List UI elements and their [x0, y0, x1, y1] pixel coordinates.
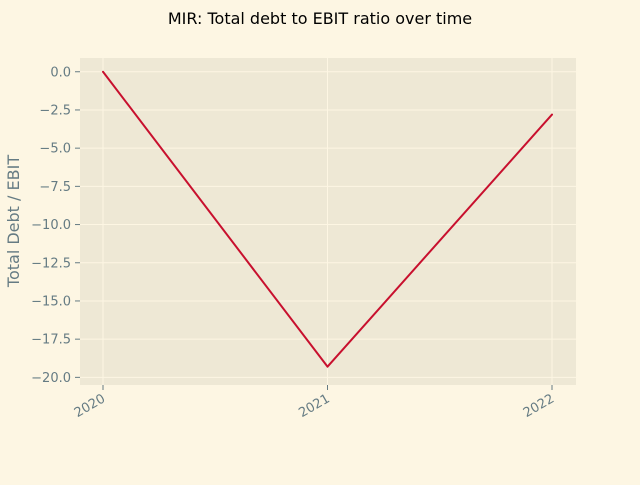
x-axis-ticks: 2020 2021 2022: [72, 385, 557, 421]
y-tick-label: −17.5: [31, 333, 71, 348]
y-tick-label: −10.0: [31, 218, 71, 233]
x-tick-label: 2020: [72, 391, 108, 421]
y-axis-label: Total Debt / EBIT: [4, 155, 23, 288]
y-tick-label: −5.0: [39, 142, 71, 157]
y-tick-label: −7.5: [39, 180, 71, 195]
series-line: [102, 70, 553, 368]
y-axis-ticks: 0.0 −2.5 −5.0 −7.5 −10.0 −12.5 −15.0 −17.5 −20.0: [31, 65, 80, 386]
y-tick-label: −15.0: [31, 294, 71, 309]
y-tick-label: −12.5: [31, 256, 71, 271]
chart-title: MIR: Total debt to EBIT ratio over time: [168, 9, 472, 28]
series-layer: [102, 70, 553, 368]
grid-lines: [80, 58, 576, 385]
y-tick-label: −2.5: [39, 103, 71, 118]
x-tick-label: 2021: [296, 391, 332, 421]
y-tick-label: 0.0: [50, 65, 71, 80]
y-tick-label: −20.0: [31, 371, 71, 386]
x-tick-label: 2022: [521, 391, 557, 421]
